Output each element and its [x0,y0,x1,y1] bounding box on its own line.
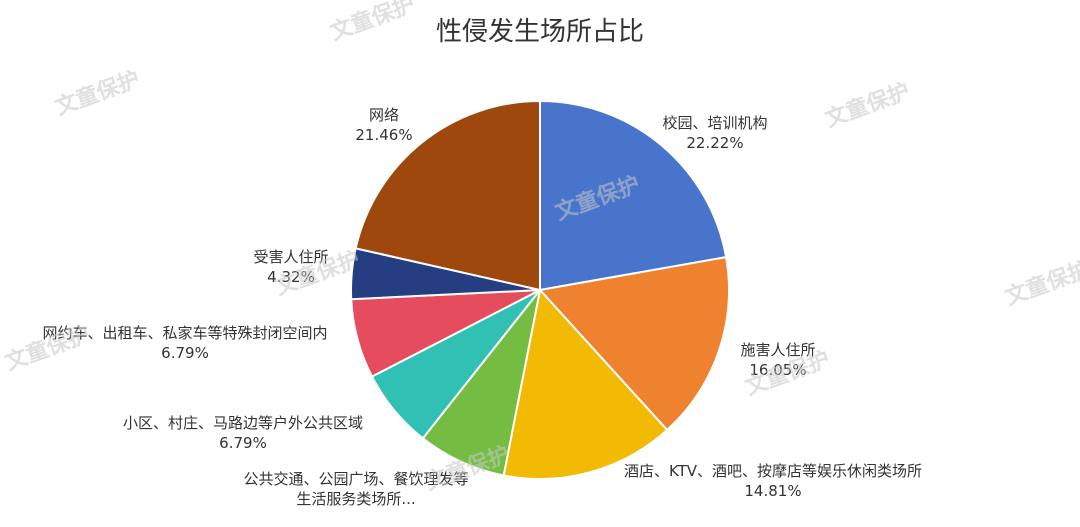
chart-title: 性侵发生场所占比 [436,17,644,47]
slice-label: 校园、培训机构 22.22% [662,114,767,152]
pie-slice [539,99,728,292]
watermark-text: 文童保护 [822,78,914,133]
slice-label: 酒店、KTV、酒吧、按摩店等娱乐休闲类场所 14.81% [624,462,922,500]
watermark-text: 文童保护 [1002,256,1080,311]
slice-label: 小区、村庄、马路边等户外公共区域 6.79% [123,414,363,452]
pie-slice [502,287,669,480]
slice-label: 施害人住所 16.05% [740,341,815,379]
slice-label: 受害人住所 4.32% [253,248,328,286]
watermark-text: 文童保护 [52,66,144,121]
slice-label: 网络 21.46% [355,106,412,144]
pie-slice [354,99,541,292]
watermark-text: 文童保护 [327,0,419,46]
slice-labels: 校园、培训机构 22.22% 施害人住所 16.05% 酒店、KTV、酒吧、按摩店等娱乐… [42,106,922,508]
slice-label: 公共交通、公园广场、餐饮理发等生活服务类场所... [243,470,468,508]
pie-slices [350,99,730,480]
slice-label: 网约车、出租车、私家车等特殊封闭空间内 6.79% [42,324,327,362]
pie-slice [538,255,730,432]
